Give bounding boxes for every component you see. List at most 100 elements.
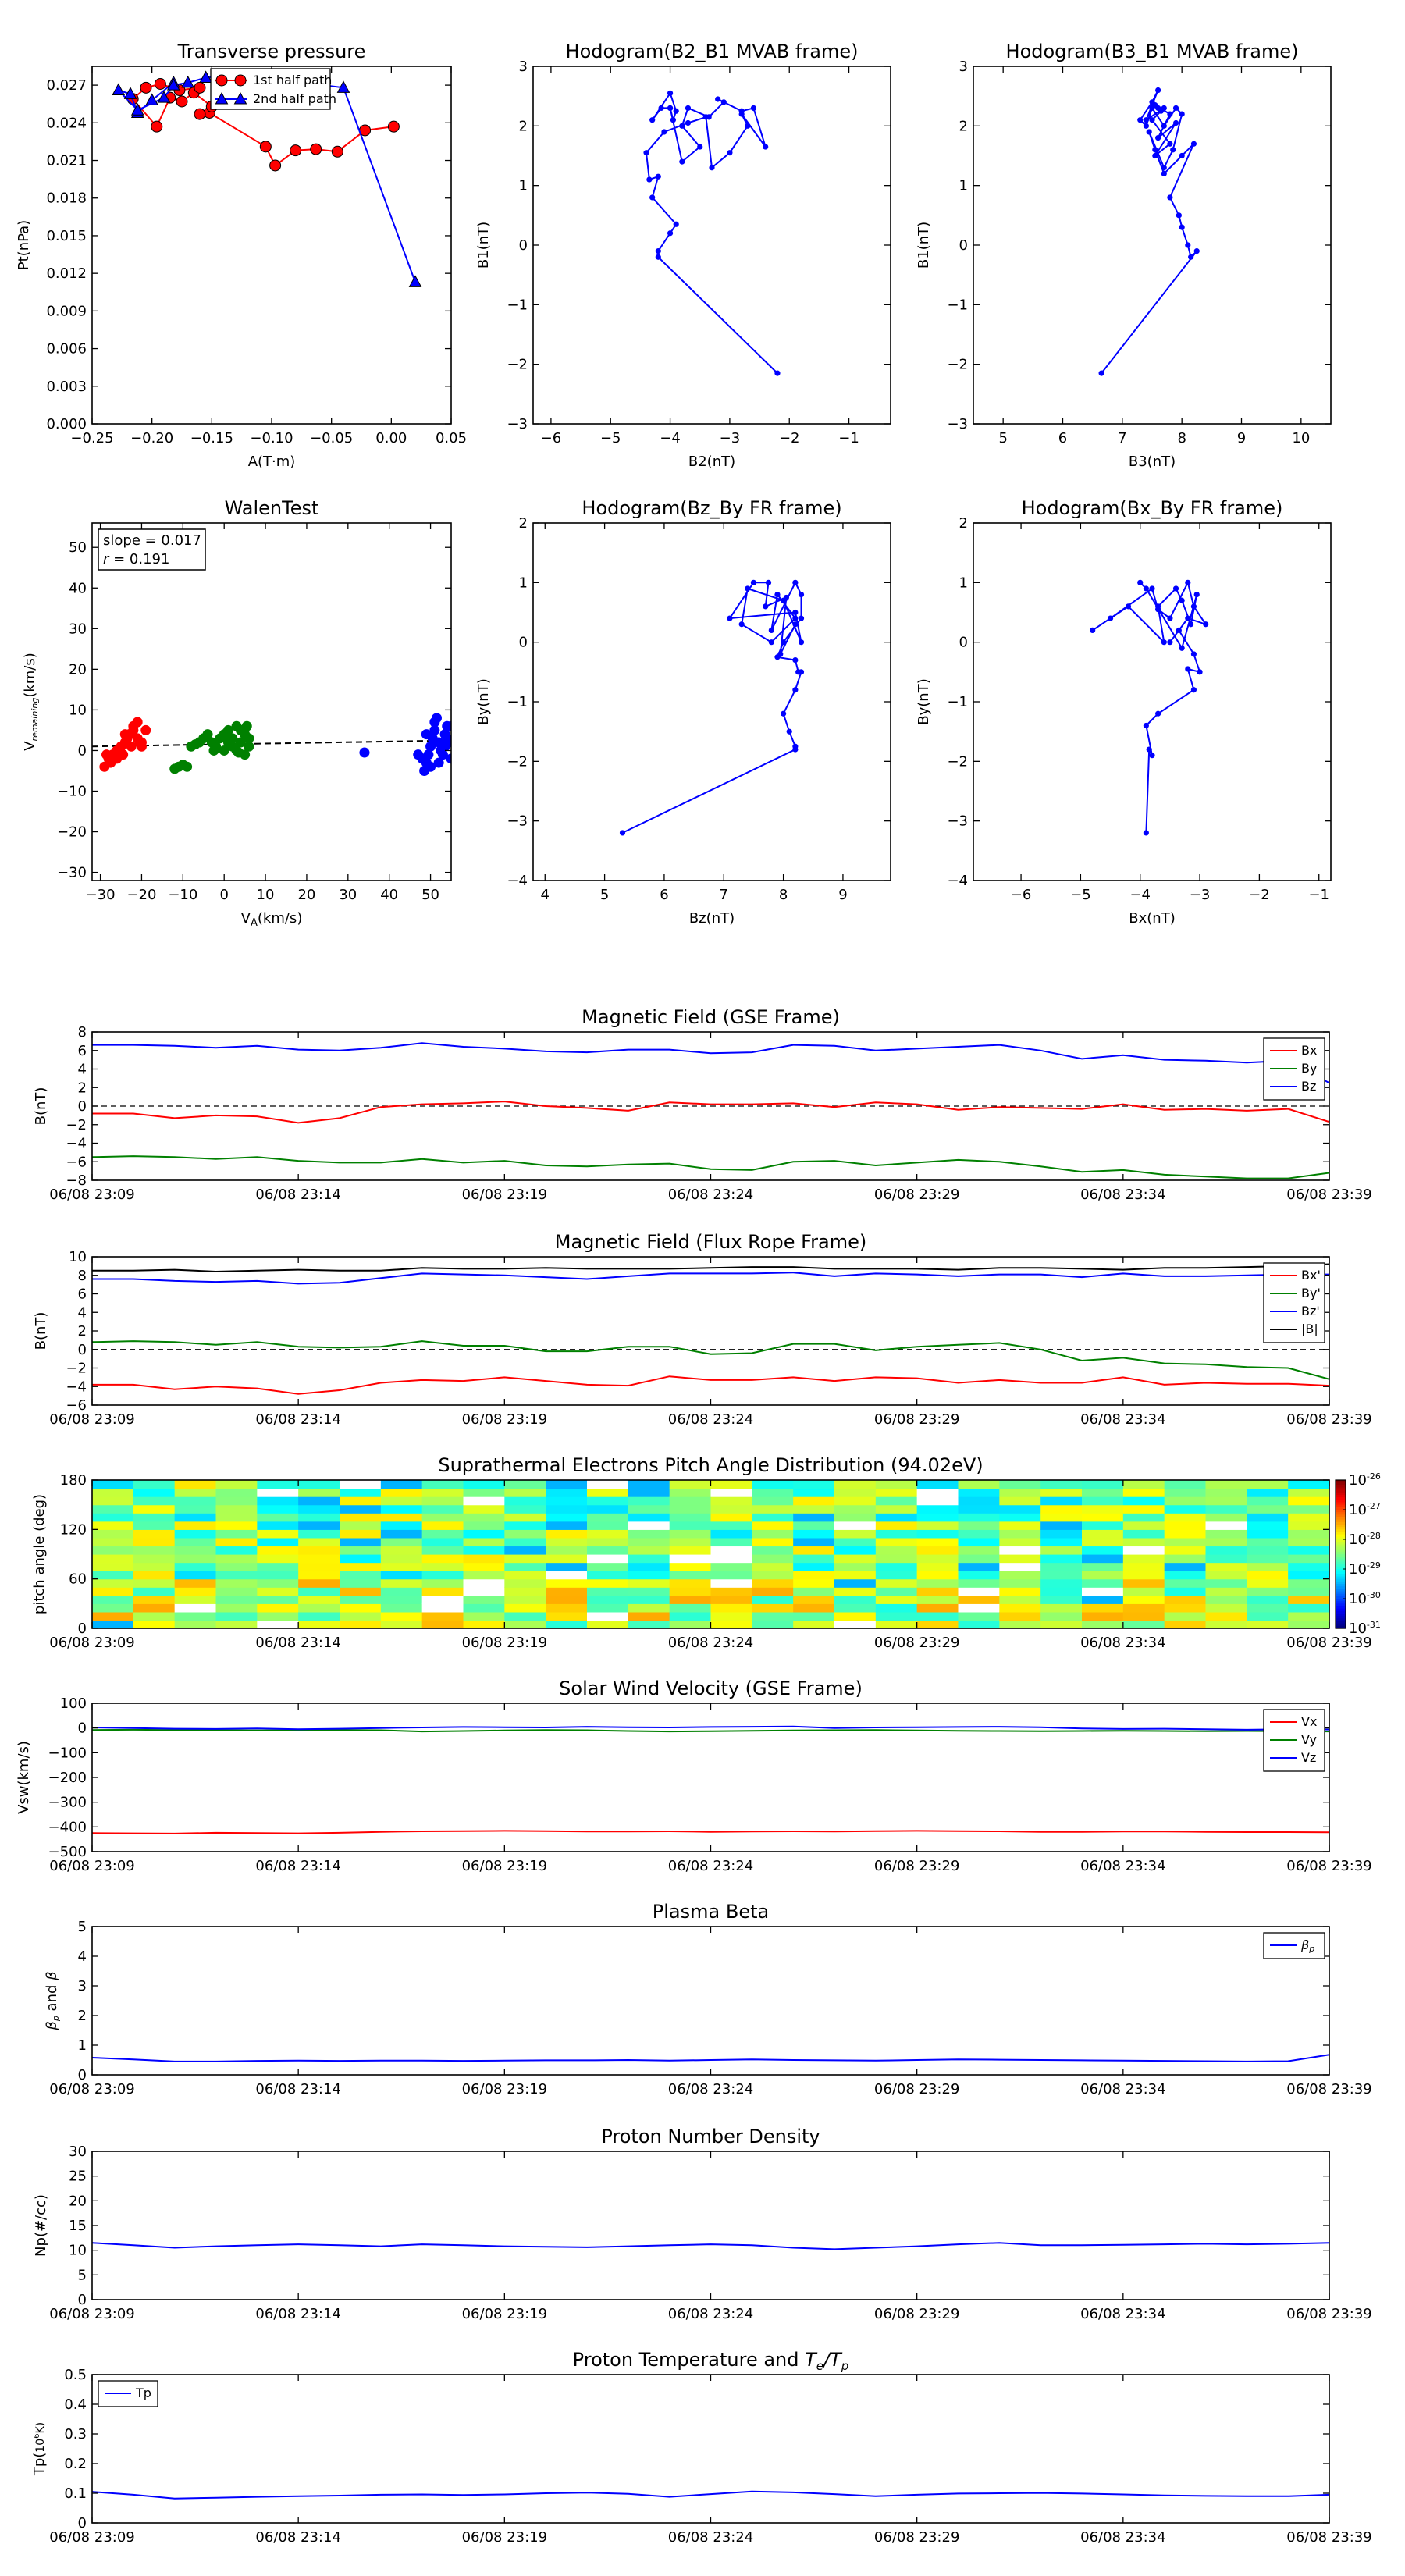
pad-cell <box>1205 1578 1247 1588</box>
vsw-series-vx-line <box>92 1830 1329 1834</box>
tp_temp-ytick-label: 0.4 <box>64 2396 87 2413</box>
mag_gse-xtick-label: 06/08 23:09 <box>49 1187 134 1203</box>
pad-cell <box>587 1620 629 1629</box>
beta-ylabel-beta: β <box>44 2021 60 2031</box>
pad-cell <box>1040 1537 1083 1547</box>
h3-series-0-point <box>792 656 799 664</box>
vsw-xtick-label: 06/08 23:29 <box>874 1858 959 1874</box>
pad-cell <box>710 1537 752 1547</box>
pad-cell <box>793 1595 835 1604</box>
h4-xtick-label: −2 <box>1249 887 1270 903</box>
walen-xtick-label: 40 <box>380 887 398 903</box>
vsw-ylabel: Vsw(km/s) <box>16 1741 32 1814</box>
pad-cell <box>834 1537 877 1547</box>
pad-cell <box>92 1571 134 1580</box>
tp-xtick-label: 0.05 <box>436 430 467 447</box>
walen-xlabel-unit: (km/s) <box>258 910 302 927</box>
h4-plot-area <box>1090 579 1209 836</box>
pad-cell <box>1288 1587 1330 1596</box>
pad-cell <box>999 1496 1041 1506</box>
mag_fr-ytick-label: −2 <box>66 1361 87 1377</box>
pad-cell <box>916 1488 959 1497</box>
pad-cell <box>546 1603 588 1613</box>
mag_gse-xtick-label: 06/08 23:14 <box>255 1187 340 1203</box>
h4-series-0-line <box>1092 580 1208 833</box>
h1-series-0-line <box>645 91 778 374</box>
tp-legend-point <box>233 91 247 105</box>
pad-cell <box>133 1611 176 1621</box>
pad-cell <box>422 1546 464 1555</box>
pad-cell <box>215 1587 258 1596</box>
pad-cell <box>628 1587 670 1596</box>
pad-colorbar-step <box>1336 1551 1346 1555</box>
h1-ytick-label: 3 <box>519 59 528 75</box>
pad-cell <box>1247 1504 1289 1514</box>
tp-series-1st-half-path-point <box>269 159 282 172</box>
tp-series-2nd-half-path-point <box>166 78 180 91</box>
pad-cell <box>916 1513 959 1522</box>
pad-cell <box>834 1620 877 1629</box>
pad-colorbar-step <box>1336 1606 1346 1610</box>
mag_fr-axes-frame <box>91 1256 1330 1406</box>
mag_gse-xtick-label: 06/08 23:24 <box>668 1187 753 1203</box>
pad-cell <box>215 1562 258 1571</box>
pad-cell <box>958 1504 1000 1514</box>
pad-cell <box>587 1537 629 1547</box>
pad-cell <box>587 1571 629 1580</box>
pad-cell <box>298 1578 340 1588</box>
tp-series-2nd-half-path-point <box>408 275 422 287</box>
pad-cell <box>628 1571 670 1580</box>
mag_fr-xtick-label: 06/08 23:09 <box>49 1411 134 1428</box>
walen-annotation-r: r = 0.191 <box>103 551 169 568</box>
pad-cell <box>628 1554 670 1564</box>
pad-cell <box>999 1571 1041 1580</box>
vsw-ytick-label: 100 <box>60 1695 87 1712</box>
pad-cell <box>587 1513 629 1522</box>
pad-cell <box>587 1496 629 1506</box>
mag_gse-legend-label: By <box>1301 1061 1317 1076</box>
h4-series-0-point <box>1143 585 1149 592</box>
pad-colorbar-step <box>1336 1521 1346 1525</box>
tp_temp-ylabel-exp: 6 <box>33 2434 41 2439</box>
pad-cell <box>875 1504 918 1514</box>
walen-series-0-point <box>101 749 112 760</box>
h4-xlabel: Bx(nT) <box>1129 910 1175 927</box>
h2-chart: Hodogram(B3_B1 MVAB frame) 5 6 7 8 9 10 −3 −2 −1 0… <box>916 41 1332 470</box>
tp_temp-title-tp-sub: p <box>841 2359 849 2373</box>
h1-series-0-point <box>727 150 733 156</box>
walen-series-2-point <box>439 741 450 752</box>
h3-series-0-point <box>781 639 787 646</box>
h3-ytick-label: −4 <box>507 873 528 889</box>
pad-cell <box>504 1611 546 1621</box>
pad-cell <box>1288 1595 1330 1604</box>
pad-cell <box>298 1587 340 1596</box>
pad-cell <box>916 1620 959 1629</box>
h2-series-0-point <box>1098 370 1104 376</box>
pad-colorbar-step <box>1336 1495 1346 1498</box>
h3-ytick-label: −2 <box>507 753 528 770</box>
pad-colorbar-step <box>1336 1529 1346 1533</box>
pad-cell <box>1122 1562 1165 1571</box>
pad-cell <box>875 1578 918 1588</box>
pad-cell <box>710 1620 752 1629</box>
pad-cell <box>916 1546 959 1555</box>
h4-series-0-point <box>1107 615 1114 621</box>
h1-series-0-point <box>750 105 757 112</box>
h1-series-0-point <box>649 117 656 123</box>
pad-colorbar-step <box>1336 1591 1346 1595</box>
pad-colorbar-step <box>1336 1564 1346 1567</box>
pad-cell <box>92 1578 134 1588</box>
pad-ytick-label: 180 <box>60 1472 87 1489</box>
pad-cell <box>1205 1562 1247 1571</box>
walen-series-2-point <box>429 717 440 728</box>
pad-cell <box>1122 1504 1165 1514</box>
pad-cell <box>628 1537 670 1547</box>
pad-colorbar-step <box>1336 1584 1346 1587</box>
pad-cell <box>1164 1562 1207 1571</box>
pad-cell <box>1205 1595 1247 1604</box>
h3-series-0-point <box>768 627 774 634</box>
pad-cell <box>546 1488 588 1497</box>
vsw-ytick-label: −400 <box>48 1819 87 1835</box>
pad-cell <box>669 1537 712 1547</box>
pad-cell <box>834 1562 877 1571</box>
